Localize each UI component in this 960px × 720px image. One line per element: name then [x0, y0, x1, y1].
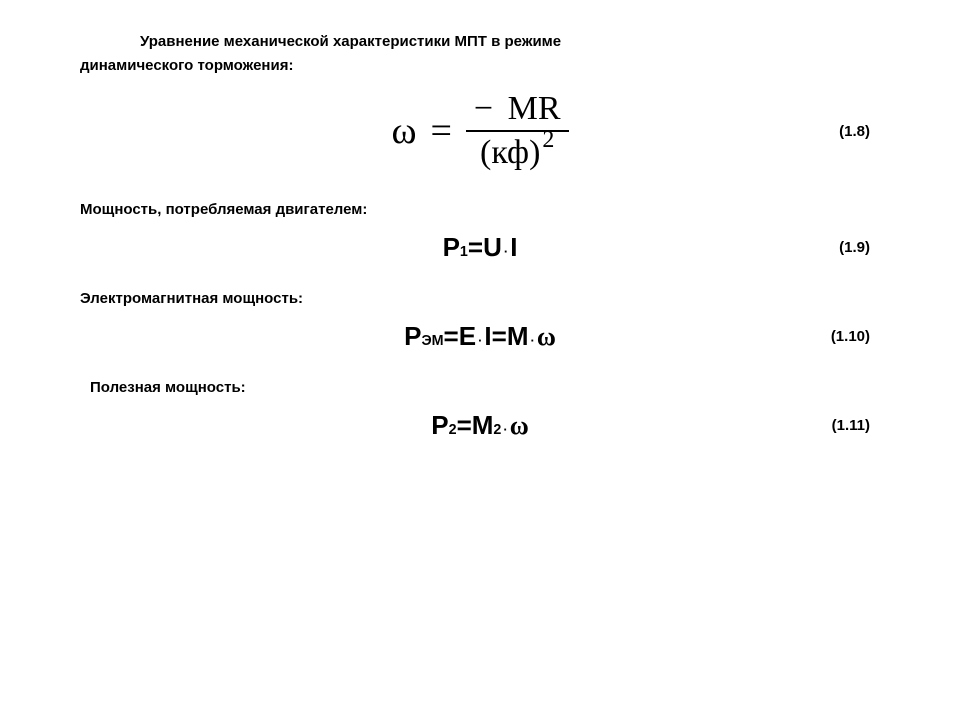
- eq3-i: I: [484, 321, 491, 352]
- eq1-denominator-exp: 2: [542, 128, 554, 152]
- heading-line-4: Электромагнитная мощность:: [80, 287, 880, 311]
- equation-1: ω = − MR (кф) 2 (1.8): [80, 88, 880, 174]
- eq3-omega: ω: [537, 322, 556, 352]
- eq3-e: E: [459, 321, 476, 352]
- heading-line-5: Полезная мощность:: [90, 376, 880, 400]
- eq4-m: M: [472, 410, 494, 441]
- eq1-denominator-base: (кф): [480, 134, 540, 172]
- eq4-p: P: [431, 410, 448, 441]
- equation-2: P 1 = U · I (1.9): [80, 232, 880, 263]
- equation-3: P ЭМ = E · I = M · ω (1.10): [80, 321, 880, 352]
- eq2-sub1: 1: [460, 245, 468, 259]
- heading-line-3: Мощность, потребляемая двигателем:: [80, 198, 880, 222]
- eq4-sub2: 2: [449, 423, 457, 437]
- eq1-lhs: ω: [391, 109, 416, 153]
- eq2-u: U: [483, 232, 502, 263]
- eq3-m: M: [507, 321, 529, 352]
- heading-line-2: динамического торможения:: [80, 54, 880, 78]
- equation-4: P 2 = M 2 · ω (1.11): [80, 410, 880, 441]
- eq2-number: (1.9): [839, 239, 870, 256]
- heading-line-1: Уравнение механической характеристики МП…: [80, 30, 880, 54]
- eq4-number: (1.11): [832, 417, 870, 434]
- eq3-sub-em: ЭМ: [421, 334, 443, 348]
- eq3-p: P: [404, 321, 421, 352]
- eq4-eq: =: [457, 410, 472, 441]
- eq3-number: (1.10): [831, 328, 870, 345]
- eq4-sub2b: 2: [493, 423, 501, 437]
- eq2-dot: ·: [502, 244, 510, 259]
- eq2-p: P: [443, 232, 460, 263]
- eq3-eq1: =: [444, 321, 459, 352]
- eq3-dot2: ·: [529, 333, 537, 348]
- eq3-dot1: ·: [476, 333, 484, 348]
- eq1-minus: −: [474, 90, 493, 127]
- eq3-eq2: =: [492, 321, 507, 352]
- eq4-omega: ω: [510, 411, 529, 441]
- eq4-dot: ·: [501, 422, 509, 437]
- eq2-i: I: [510, 232, 517, 263]
- eq2-eq: =: [468, 232, 483, 263]
- eq1-numerator: MR: [502, 90, 561, 127]
- eq1-number: (1.8): [839, 123, 870, 140]
- eq1-equals: =: [430, 109, 451, 153]
